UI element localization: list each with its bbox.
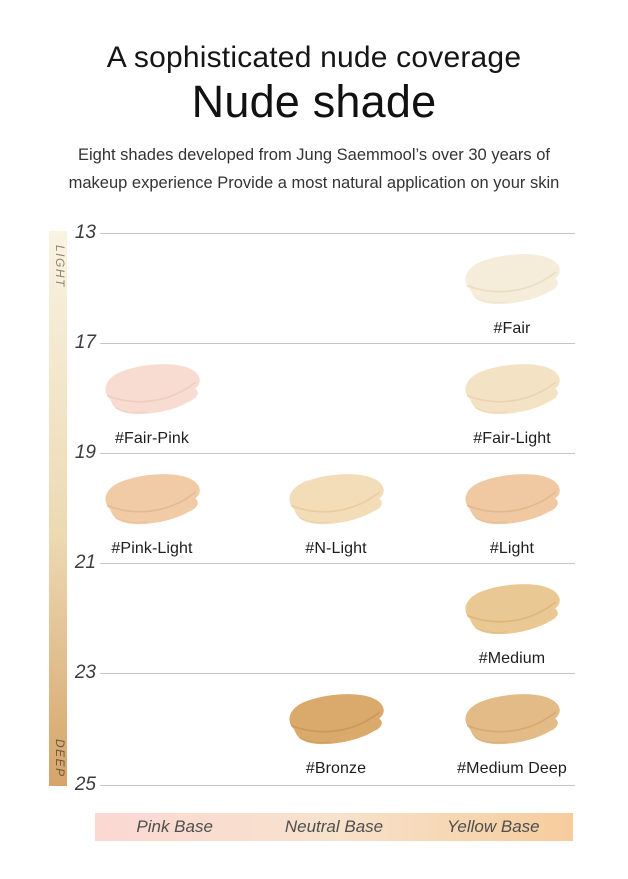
tick-21: 21 xyxy=(74,552,96,573)
swatch-bronze: #Bronze xyxy=(261,687,411,778)
smear-icon xyxy=(465,474,560,525)
swatch-medium: #Medium xyxy=(437,577,587,668)
header: A sophisticated nude coverage Nude shade… xyxy=(0,0,628,197)
gridline xyxy=(100,563,575,564)
smear-icon xyxy=(465,694,560,745)
shade-label: #Fair-Pink xyxy=(115,430,189,447)
swatch-light: #Light xyxy=(437,467,587,558)
page-subtitle-heading: A sophisticated nude coverage xyxy=(106,41,522,74)
smear-icon xyxy=(105,364,200,415)
smear-icon xyxy=(465,364,560,415)
shade-label: #N-Light xyxy=(305,540,367,557)
gridline xyxy=(100,453,575,454)
axis-label-deep: DEEP xyxy=(53,739,67,778)
shade-label: #Fair-Light xyxy=(473,430,551,447)
gridline xyxy=(100,233,575,234)
gridline xyxy=(100,673,575,674)
swatch-fair: #Fair xyxy=(437,247,587,338)
swatch-n-light: #N-Light xyxy=(261,467,411,558)
swatch-fair-pink: #Fair-Pink xyxy=(77,357,227,448)
swatch-fair-light: #Fair-Light xyxy=(437,357,587,448)
description: Eight shades developed from Jung Saemmoo… xyxy=(0,141,628,197)
axis-label-light: LIGHT xyxy=(53,245,67,288)
description-line-2: makeup experience Provide a most natural… xyxy=(68,174,560,192)
page-title: Nude shade xyxy=(191,76,437,127)
gridline xyxy=(100,785,575,786)
smear-icon xyxy=(465,254,560,305)
shade-label: #Fair xyxy=(493,320,531,337)
shade-label: #Medium xyxy=(478,650,546,667)
smear-icon xyxy=(289,694,384,745)
shade-label: #Bronze xyxy=(305,760,367,777)
shade-label: #Light xyxy=(489,540,535,557)
smear-icon xyxy=(289,474,384,525)
base-label-yellow: Yellow Base xyxy=(447,817,540,836)
swatch-pink-light: #Pink-Light xyxy=(77,467,227,558)
smear-icon xyxy=(465,584,560,635)
base-label-neutral: Neutral Base xyxy=(284,817,384,836)
tick-13: 13 xyxy=(74,222,96,243)
base-label-pink: Pink Base xyxy=(136,817,213,836)
tick-17: 17 xyxy=(74,332,96,353)
swatch-medium-deep: #Medium Deep xyxy=(437,687,587,778)
depth-axis-bar: LIGHT DEEP xyxy=(49,231,67,786)
smear-icon xyxy=(105,474,200,525)
tick-25: 25 xyxy=(74,774,96,795)
shade-label: #Pink-Light xyxy=(111,540,193,557)
base-axis-bar: Pink Base Neutral Base Yellow Base xyxy=(95,813,573,841)
tick-19: 19 xyxy=(74,442,96,463)
description-line-1: Eight shades developed from Jung Saemmoo… xyxy=(77,146,551,164)
shade-label: #Medium Deep xyxy=(457,760,567,777)
tick-23: 23 xyxy=(74,662,96,683)
gridline xyxy=(100,343,575,344)
